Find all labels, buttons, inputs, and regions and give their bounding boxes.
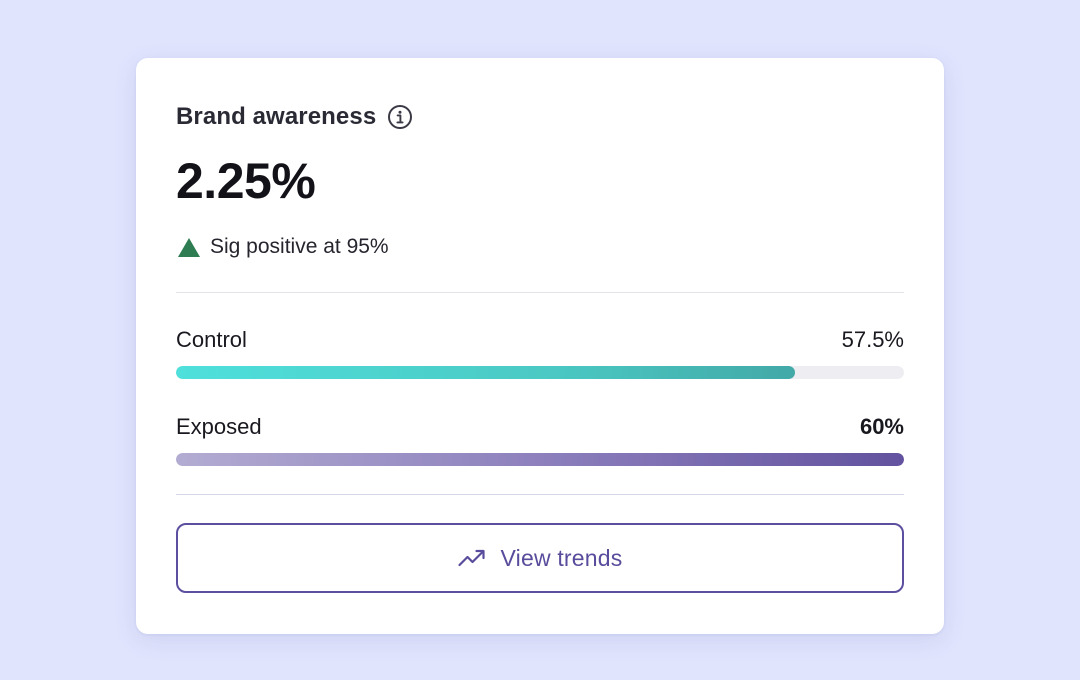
exposed-bar-group: Exposed 60%: [176, 413, 904, 466]
exposed-value: 60%: [859, 414, 904, 439]
divider: [176, 292, 904, 293]
exposed-bar-header: Exposed 60%: [176, 413, 904, 441]
view-trends-label: View trends: [500, 544, 623, 571]
significance-text: Sig positive at 95%: [210, 235, 389, 258]
exposed-progress-track: [176, 453, 904, 466]
divider: [176, 494, 904, 495]
control-label: Control: [176, 327, 247, 352]
control-value: 57.5%: [841, 327, 904, 352]
trending-up-icon: [457, 548, 486, 568]
brand-awareness-card: Brand awareness 2.25% Sig positive at 95…: [136, 58, 944, 634]
view-trends-button[interactable]: View trends: [176, 523, 904, 593]
card-title: Brand awareness: [176, 103, 377, 130]
significance-indicator: Sig positive at 95%: [178, 234, 389, 260]
control-progress-track: [176, 366, 904, 379]
control-bar-header: Control 57.5%: [176, 326, 904, 354]
exposed-progress-fill: [176, 453, 904, 466]
info-icon[interactable]: [387, 104, 413, 130]
control-bar-group: Control 57.5%: [176, 326, 904, 379]
control-progress-fill: [176, 366, 795, 379]
card-header: Brand awareness: [176, 102, 413, 132]
metric-value: 2.25%: [176, 153, 316, 209]
triangle-up-icon: [178, 237, 200, 257]
exposed-label: Exposed: [176, 414, 262, 439]
